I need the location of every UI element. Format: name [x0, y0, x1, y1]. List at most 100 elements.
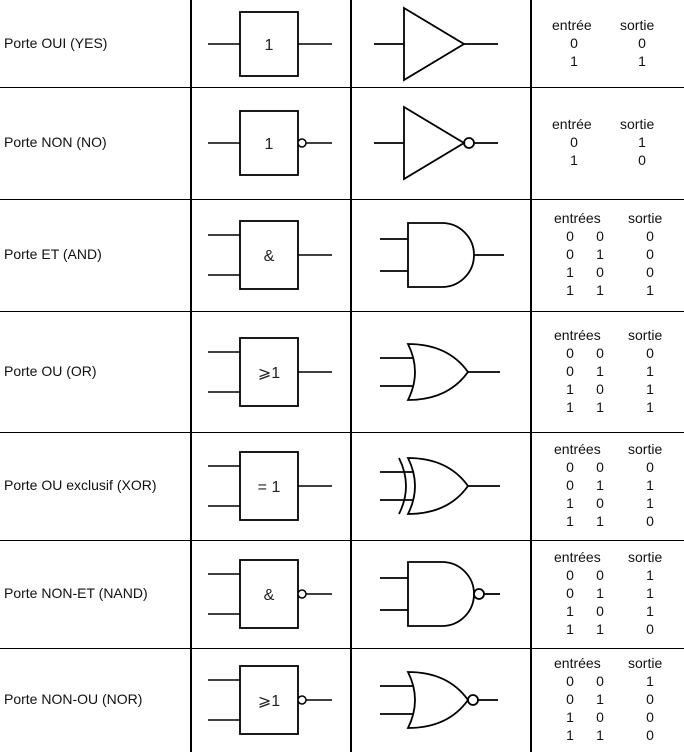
input-value: 0 [596, 603, 604, 619]
inputs-header: entrées [554, 441, 601, 457]
ansi-symbol-or [380, 343, 500, 401]
gate-name: Porte OU exclusif (XOR) [4, 477, 157, 493]
input-value: 0 [570, 134, 578, 150]
and-body [407, 561, 475, 627]
output-value: 1 [646, 363, 654, 379]
input-value: 1 [596, 727, 604, 743]
truth-table-row: 0 1 0 [534, 691, 684, 709]
inputs-header: entrées [554, 327, 601, 343]
iec-label: 1 [265, 37, 274, 54]
input-value: 0 [596, 495, 604, 511]
iec-symbol-yes: 1 [208, 11, 332, 77]
iec-symbol-xor: = 1 [208, 451, 332, 521]
inputs-header: entrée [552, 116, 592, 132]
output-value: 1 [646, 585, 654, 601]
input-value: 0 [596, 709, 604, 725]
output-value: 1 [646, 673, 654, 689]
output-header: sortie [620, 17, 655, 33]
input-value: 0 [596, 345, 604, 361]
input-value: 1 [596, 246, 604, 262]
or-body [406, 671, 470, 729]
input-value: 1 [566, 727, 574, 743]
gate-row-or: Porte OU (OR) ⩾1 entrées sortie 0 0 0 0 1 1 1 0 1 1 1 1 [0, 311, 684, 432]
iec-label: ⩾1 [258, 365, 280, 382]
row-divider [0, 648, 684, 649]
or-body [406, 457, 470, 515]
iec-label: ⩾1 [258, 693, 280, 710]
truth-table-header: entrées sortie [534, 327, 684, 345]
gate-row-nand: Porte NON-ET (NAND) & entrées sortie 0 0 1 0 1 1 1… [0, 540, 684, 648]
input-value: 1 [566, 495, 574, 511]
input-value: 0 [566, 345, 574, 361]
truth-table: entrées sortie 0 0 0 0 1 0 1 0 0 1 1 1 [534, 210, 684, 300]
input-value: 0 [566, 691, 574, 707]
ansi-symbol-not [374, 105, 498, 181]
gate-row-not: Porte NON (NO) 1 entrée sortie 0 1 1 0 [0, 87, 684, 199]
iec-symbol-nor: ⩾1 [208, 665, 332, 735]
input-value: 1 [566, 621, 574, 637]
output-value: 1 [638, 53, 646, 69]
input-value: 1 [570, 152, 578, 168]
inputs-header: entrées [554, 655, 601, 671]
truth-table-row: 0 0 1 [534, 673, 684, 691]
gate-row-yes: Porte OUI (YES) 1 entrée sortie 0 0 1 1 [0, 0, 684, 87]
truth-table-header: entrée sortie [534, 17, 684, 35]
input-value: 0 [566, 459, 574, 475]
truth-table-row: 1 0 0 [534, 709, 684, 727]
input-value: 0 [596, 673, 604, 689]
ansi-symbol-xor [380, 457, 500, 515]
column-divider [350, 0, 352, 752]
inputs-header: entrées [554, 210, 601, 226]
input-value: 0 [566, 585, 574, 601]
truth-table-header: entrée sortie [534, 116, 684, 134]
output-value: 1 [646, 603, 654, 619]
iec-label: & [264, 248, 275, 265]
output-header: sortie [628, 210, 663, 226]
iec-label: = 1 [258, 479, 281, 496]
output-value: 0 [646, 228, 654, 244]
input-value: 0 [566, 567, 574, 583]
iec-symbol-or: ⩾1 [208, 337, 332, 407]
output-value: 1 [638, 134, 646, 150]
truth-table-row: 0 0 0 [534, 459, 684, 477]
truth-table-row: 0 1 1 [534, 477, 684, 495]
truth-table: entrées sortie 0 0 0 0 1 1 1 0 1 1 1 1 [534, 327, 684, 417]
truth-table-row: 0 1 1 [534, 363, 684, 381]
output-value: 0 [646, 727, 654, 743]
truth-table-header: entrées sortie [534, 655, 684, 673]
gate-name: Porte NON-ET (NAND) [4, 585, 148, 601]
gate-name: Porte OUI (YES) [4, 35, 108, 51]
input-value: 1 [596, 513, 604, 529]
gate-row-and: Porte ET (AND) & entrées sortie 0 0 0 0 1 0 1 0 0 1 1 1 [0, 199, 684, 311]
iec-label: 1 [265, 136, 274, 153]
iec-label: & [264, 587, 275, 604]
input-value: 1 [596, 282, 604, 298]
output-value: 0 [638, 152, 646, 168]
output-header: sortie [620, 116, 655, 132]
output-value: 1 [646, 399, 654, 415]
input-value: 1 [566, 513, 574, 529]
truth-table-header: entrées sortie [534, 210, 684, 228]
iec-symbol-not: 1 [208, 110, 332, 176]
input-value: 1 [566, 282, 574, 298]
output-header: sortie [628, 441, 663, 457]
input-value: 0 [566, 673, 574, 689]
input-value: 0 [566, 228, 574, 244]
input-value: 1 [566, 709, 574, 725]
negation-bubble [297, 138, 307, 148]
output-value: 1 [646, 495, 654, 511]
truth-table: entrées sortie 0 0 1 0 1 0 1 0 0 1 1 0 [534, 655, 684, 745]
truth-table-row: 1 1 1 [534, 399, 684, 417]
output-value: 0 [646, 621, 654, 637]
input-value: 1 [566, 381, 574, 397]
output-value: 1 [646, 477, 654, 493]
ansi-symbol-nor [380, 671, 498, 729]
truth-table: entrée sortie 0 0 1 1 [534, 17, 684, 71]
truth-table-row: 1 0 1 [534, 603, 684, 621]
input-value: 0 [566, 477, 574, 493]
output-value: 1 [646, 567, 654, 583]
output-value: 0 [646, 264, 654, 280]
